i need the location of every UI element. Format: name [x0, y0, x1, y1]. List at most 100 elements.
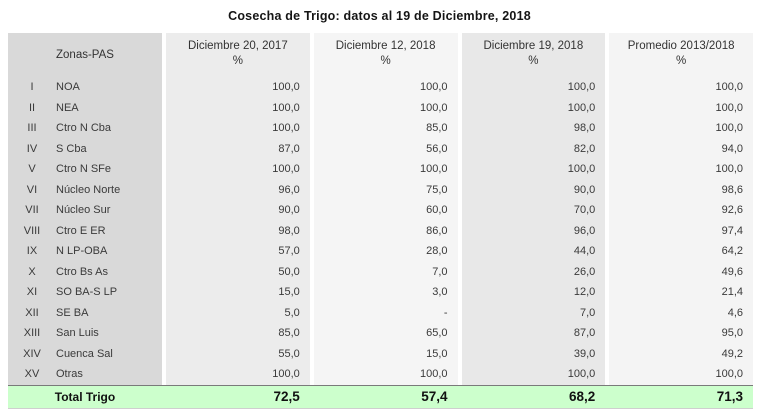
zone-name: S Cba	[56, 142, 87, 155]
zone-numeral: IV	[26, 142, 38, 155]
cell-value: 100,0	[313, 77, 458, 98]
cell-value: 100,0	[609, 159, 753, 180]
cell-value: 100,0	[461, 77, 606, 98]
total-value: 68,2	[568, 389, 596, 404]
cell-value: 100,0	[313, 364, 458, 385]
cell-value: 100,0	[461, 97, 606, 118]
cell-value: 12,0	[461, 282, 606, 303]
header-col-unit: %	[232, 55, 243, 67]
zone-name: Cuenca Sal	[56, 347, 113, 360]
zone-name: Ctro N Cba	[56, 122, 112, 134]
cell-value: 64,2	[609, 241, 753, 262]
header-col-label: Diciembre 19, 2018	[483, 40, 584, 52]
table-row: XV Otras 100,0 100,0 100,0 100,0	[8, 364, 753, 385]
cell-value: 56,0	[313, 138, 458, 159]
zone-name: Otras	[56, 368, 83, 380]
header-zonas-pas: Zonas-PAS	[8, 33, 162, 77]
zone-numeral: I	[30, 81, 34, 93]
cell-value: 65,0	[313, 323, 458, 344]
zone-name: Ctro E ER	[56, 224, 106, 237]
header-col-unit: %	[676, 55, 687, 67]
cell-value: 100,0	[609, 77, 753, 98]
header-col-label: Diciembre 12, 2018	[335, 40, 436, 52]
zone-name: Ctro Bs As	[56, 265, 108, 278]
zone-numeral: II	[28, 101, 36, 114]
table-row: IV S Cba 87,0 56,0 82,0 94,0	[8, 138, 753, 159]
cell-value: 60,0	[313, 200, 458, 221]
cell-value: 98,0	[461, 118, 606, 139]
cell-value: 21,4	[609, 282, 753, 303]
cell-value: 87,0	[166, 138, 310, 159]
table-row: II NEA 100,0 100,0 100,0 100,0	[8, 97, 753, 118]
zone-numeral: XII	[25, 306, 39, 319]
zone-name: N LP-OBA	[56, 245, 108, 257]
zone-numeral: V	[28, 163, 36, 175]
total-value: 71,3	[716, 389, 743, 404]
zone-name: SE BA	[56, 306, 89, 319]
cell-value: 50,0	[166, 261, 310, 282]
zone-numeral: XIV	[23, 347, 41, 360]
cell-value: 57,0	[166, 241, 310, 262]
cell-value: 86,0	[313, 220, 458, 241]
cell-value: 100,0	[166, 97, 310, 118]
cell-value: 100,0	[166, 118, 310, 139]
total-row: Total Trigo 72,5 57,4 68,2 71,3	[8, 384, 753, 409]
cell-value: 15,0	[166, 282, 310, 303]
total-value: 57,4	[421, 389, 448, 404]
zone-name: SO BA-S LP	[56, 286, 118, 298]
zone-numeral: III	[27, 122, 37, 134]
header-col-unit: %	[380, 55, 391, 67]
zone-numeral: X	[28, 265, 36, 278]
cell-value: 85,0	[313, 118, 458, 139]
header-col-promedio: Promedio 2013/2018 %	[609, 33, 753, 77]
header-col-dic19-2018: Diciembre 19, 2018 %	[461, 33, 606, 77]
table-row: XIII San Luis 85,0 65,0 87,0 95,0	[8, 323, 753, 344]
cell-value: 96,0	[166, 179, 310, 200]
table-row: VIII Ctro E ER 98,0 86,0 96,0 97,4	[8, 220, 753, 241]
cell-value: 28,0	[313, 241, 458, 262]
zone-numeral: VIII	[23, 224, 41, 237]
wheat-harvest-table: Zonas-PAS Diciembre 20, 2017 % Diciembre…	[8, 33, 753, 409]
zone-numeral: VII	[25, 204, 39, 216]
table-row: XII SE BA 5,0 - 7,0 4,6	[8, 302, 753, 323]
zone-numeral: XI	[26, 286, 38, 298]
cell-value: 100,0	[166, 364, 310, 385]
cell-value: 100,0	[461, 364, 606, 385]
cell-value: 100,0	[461, 159, 606, 180]
cell-value: 82,0	[461, 138, 606, 159]
cell-value: 55,0	[166, 343, 310, 364]
table-row: I NOA 100,0 100,0 100,0 100,0	[8, 77, 753, 98]
cell-value: 95,0	[609, 323, 753, 344]
cell-value: 100,0	[609, 364, 753, 385]
cell-value: 90,0	[461, 179, 606, 200]
cell-value: 15,0	[313, 343, 458, 364]
cell-value: 100,0	[166, 77, 310, 98]
zone-numeral: VI	[26, 183, 38, 196]
cell-value: 90,0	[166, 200, 310, 221]
zone-numeral: IX	[26, 245, 38, 257]
header-col-dic20-2017: Diciembre 20, 2017 %	[166, 33, 310, 77]
cell-value: 92,6	[609, 200, 753, 221]
cell-value: 7,0	[461, 302, 606, 323]
table-row: XIV Cuenca Sal 55,0 15,0 39,0 49,2	[8, 343, 753, 364]
cell-value: 49,6	[609, 261, 753, 282]
cell-value: 70,0	[461, 200, 606, 221]
zone-name: Núcleo Sur	[56, 204, 111, 216]
cell-value: 100,0	[609, 97, 753, 118]
cell-value: 5,0	[166, 302, 310, 323]
zone-name: NOA	[56, 81, 80, 93]
table-row: VII Núcleo Sur 90,0 60,0 70,0 92,6	[8, 200, 753, 221]
page-title: Cosecha de Trigo: datos al 19 de Diciemb…	[228, 9, 531, 23]
zone-name: San Luis	[56, 327, 99, 339]
header-col-label: Diciembre 20, 2017	[188, 40, 288, 52]
cell-value: 4,6	[609, 302, 753, 323]
cell-value: -	[313, 302, 458, 323]
cell-value: 97,4	[609, 220, 753, 241]
cell-value: 100,0	[609, 118, 753, 139]
table-row: XI SO BA-S LP 15,0 3,0 12,0 21,4	[8, 282, 753, 303]
table-row: III Ctro N Cba 100,0 85,0 98,0 100,0	[8, 118, 753, 139]
zone-name: Núcleo Norte	[56, 183, 121, 196]
cell-value: 98,6	[609, 179, 753, 200]
zone-numeral: XV	[24, 368, 40, 380]
header-col-unit: %	[528, 55, 539, 67]
